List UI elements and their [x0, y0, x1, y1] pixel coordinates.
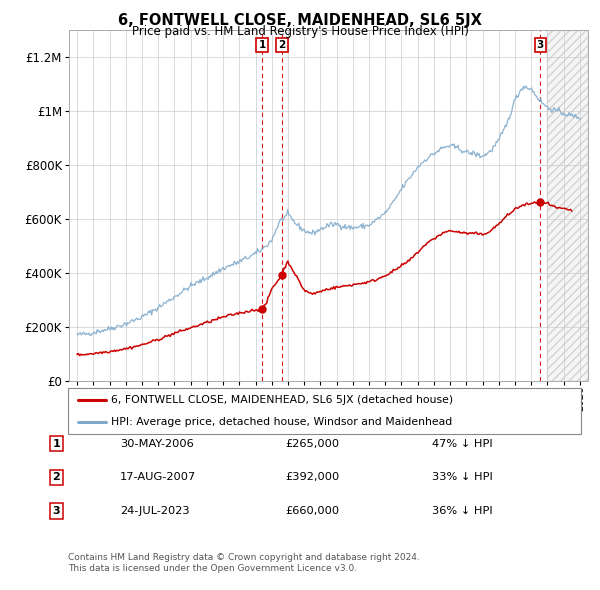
Text: 30-MAY-2006: 30-MAY-2006 — [120, 439, 194, 448]
Text: £392,000: £392,000 — [285, 473, 339, 482]
Text: 3: 3 — [53, 506, 60, 516]
Text: 2: 2 — [53, 473, 60, 482]
Text: 17-AUG-2007: 17-AUG-2007 — [120, 473, 196, 482]
Text: £660,000: £660,000 — [285, 506, 339, 516]
Text: Contains HM Land Registry data © Crown copyright and database right 2024.
This d: Contains HM Land Registry data © Crown c… — [68, 553, 419, 573]
Text: 2: 2 — [278, 40, 286, 50]
FancyBboxPatch shape — [68, 388, 581, 434]
Bar — [547, 30, 588, 381]
Text: 6, FONTWELL CLOSE, MAIDENHEAD, SL6 5JX: 6, FONTWELL CLOSE, MAIDENHEAD, SL6 5JX — [118, 13, 482, 28]
Text: HPI: Average price, detached house, Windsor and Maidenhead: HPI: Average price, detached house, Wind… — [112, 417, 452, 427]
Text: 47% ↓ HPI: 47% ↓ HPI — [432, 439, 493, 448]
Text: 33% ↓ HPI: 33% ↓ HPI — [432, 473, 493, 482]
Text: 6, FONTWELL CLOSE, MAIDENHEAD, SL6 5JX (detached house): 6, FONTWELL CLOSE, MAIDENHEAD, SL6 5JX (… — [112, 395, 454, 405]
Bar — [547, 30, 588, 381]
Text: 24-JUL-2023: 24-JUL-2023 — [120, 506, 190, 516]
Text: 3: 3 — [536, 40, 544, 50]
Text: Price paid vs. HM Land Registry's House Price Index (HPI): Price paid vs. HM Land Registry's House … — [131, 25, 469, 38]
Text: 36% ↓ HPI: 36% ↓ HPI — [432, 506, 493, 516]
Text: 1: 1 — [259, 40, 266, 50]
Text: £265,000: £265,000 — [285, 439, 339, 448]
Text: 1: 1 — [53, 439, 60, 448]
